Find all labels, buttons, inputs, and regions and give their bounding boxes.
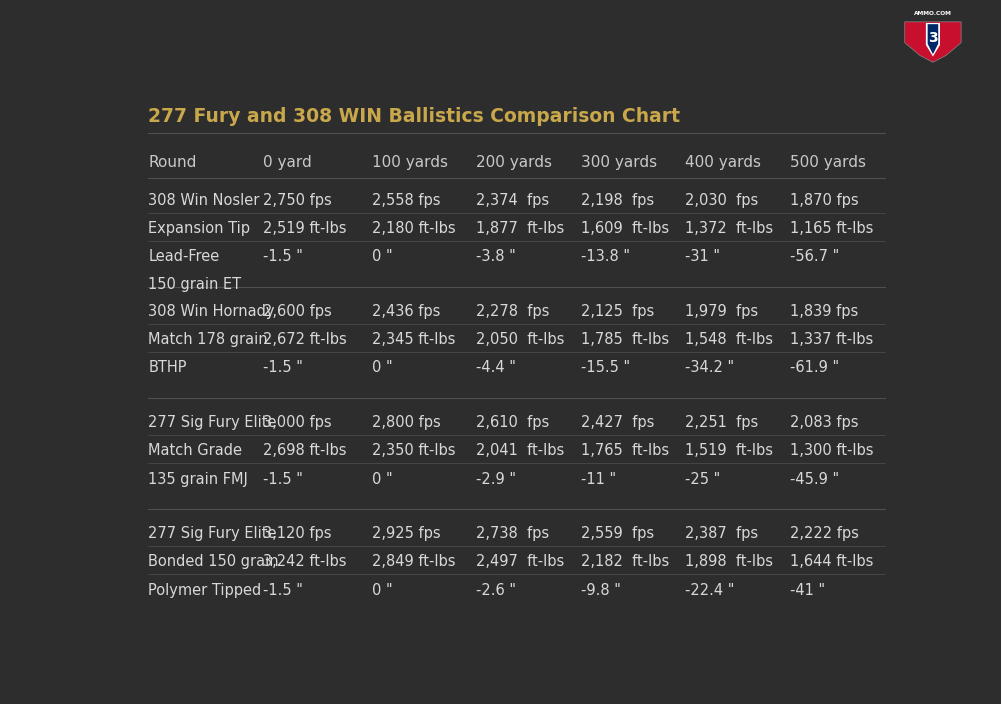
- Text: 2,698 ft-lbs: 2,698 ft-lbs: [263, 444, 346, 458]
- Text: 1,548  ft-lbs: 1,548 ft-lbs: [686, 332, 773, 347]
- Text: 2,374  fps: 2,374 fps: [475, 193, 549, 208]
- Text: 300 yards: 300 yards: [581, 155, 657, 170]
- Text: Expansion Tip: Expansion Tip: [148, 221, 250, 236]
- Text: Round: Round: [148, 155, 197, 170]
- Text: 1,839 fps: 1,839 fps: [790, 304, 858, 319]
- Text: 1,785  ft-lbs: 1,785 ft-lbs: [581, 332, 669, 347]
- Text: -25 ": -25 ": [686, 472, 721, 486]
- Text: 2,849 ft-lbs: 2,849 ft-lbs: [371, 555, 455, 570]
- Text: 2,345 ft-lbs: 2,345 ft-lbs: [371, 332, 455, 347]
- Text: 1,519  ft-lbs: 1,519 ft-lbs: [686, 444, 773, 458]
- Text: 2,559  fps: 2,559 fps: [581, 527, 654, 541]
- Text: 2,519 ft-lbs: 2,519 ft-lbs: [263, 221, 346, 236]
- Text: 3,120 fps: 3,120 fps: [263, 527, 331, 541]
- Text: 2,180 ft-lbs: 2,180 ft-lbs: [371, 221, 455, 236]
- Text: 3: 3: [928, 31, 938, 45]
- Text: 1,300 ft-lbs: 1,300 ft-lbs: [790, 444, 874, 458]
- Text: Match Grade: Match Grade: [148, 444, 242, 458]
- Text: 2,925 fps: 2,925 fps: [371, 527, 440, 541]
- Text: 200 yards: 200 yards: [475, 155, 552, 170]
- Text: 3,000 fps: 3,000 fps: [263, 415, 332, 430]
- Text: Match 178 grain: Match 178 grain: [148, 332, 268, 347]
- Text: -56.7 ": -56.7 ": [790, 249, 839, 264]
- Text: -11 ": -11 ": [581, 472, 616, 486]
- Text: 135 grain FMJ: 135 grain FMJ: [148, 472, 248, 486]
- Text: 0 ": 0 ": [371, 360, 392, 375]
- Text: 1,979  fps: 1,979 fps: [686, 304, 759, 319]
- Text: 2,558 fps: 2,558 fps: [371, 193, 440, 208]
- Text: 0 ": 0 ": [371, 249, 392, 264]
- Text: 1,870 fps: 1,870 fps: [790, 193, 859, 208]
- Text: 1,609  ft-lbs: 1,609 ft-lbs: [581, 221, 669, 236]
- Text: 277 Sig Fury Elite: 277 Sig Fury Elite: [148, 415, 277, 430]
- Text: -22.4 ": -22.4 ": [686, 583, 735, 598]
- Text: 1,337 ft-lbs: 1,337 ft-lbs: [790, 332, 873, 347]
- Text: -2.9 ": -2.9 ": [475, 472, 516, 486]
- Text: -31 ": -31 ": [686, 249, 721, 264]
- Text: -1.5 ": -1.5 ": [263, 249, 303, 264]
- Text: -4.4 ": -4.4 ": [475, 360, 516, 375]
- Text: 1,898  ft-lbs: 1,898 ft-lbs: [686, 555, 773, 570]
- Text: -9.8 ": -9.8 ": [581, 583, 621, 598]
- Polygon shape: [926, 23, 940, 56]
- Text: -61.9 ": -61.9 ": [790, 360, 839, 375]
- Text: 3,242 ft-lbs: 3,242 ft-lbs: [263, 555, 346, 570]
- Text: 2,125  fps: 2,125 fps: [581, 304, 654, 319]
- Text: 2,750 fps: 2,750 fps: [263, 193, 332, 208]
- Text: -34.2 ": -34.2 ": [686, 360, 735, 375]
- Polygon shape: [928, 24, 938, 54]
- Text: BTHP: BTHP: [148, 360, 187, 375]
- Text: 2,083 fps: 2,083 fps: [790, 415, 859, 430]
- Text: -41 ": -41 ": [790, 583, 825, 598]
- Text: 2,610  fps: 2,610 fps: [475, 415, 549, 430]
- Text: 1,165 ft-lbs: 1,165 ft-lbs: [790, 221, 873, 236]
- Text: -1.5 ": -1.5 ": [263, 583, 303, 598]
- Text: -2.6 ": -2.6 ": [475, 583, 516, 598]
- Text: 2,050  ft-lbs: 2,050 ft-lbs: [475, 332, 565, 347]
- Text: -15.5 ": -15.5 ": [581, 360, 630, 375]
- Text: Lead-Free: Lead-Free: [148, 249, 219, 264]
- Text: 150 grain ET: 150 grain ET: [148, 277, 241, 292]
- Text: -13.8 ": -13.8 ": [581, 249, 630, 264]
- Text: 277 Fury and 308 WIN Ballistics Comparison Chart: 277 Fury and 308 WIN Ballistics Comparis…: [148, 107, 681, 126]
- Text: 308 Win Nosler: 308 Win Nosler: [148, 193, 260, 208]
- Text: 2,672 ft-lbs: 2,672 ft-lbs: [263, 332, 347, 347]
- Text: 2,427  fps: 2,427 fps: [581, 415, 654, 430]
- Text: 1,765  ft-lbs: 1,765 ft-lbs: [581, 444, 669, 458]
- Text: 1,372  ft-lbs: 1,372 ft-lbs: [686, 221, 774, 236]
- Text: 100 yards: 100 yards: [371, 155, 447, 170]
- Text: 2,222 fps: 2,222 fps: [790, 527, 859, 541]
- Text: 2,030  fps: 2,030 fps: [686, 193, 759, 208]
- Text: -1.5 ": -1.5 ": [263, 472, 303, 486]
- Text: 0 ": 0 ": [371, 583, 392, 598]
- Text: 2,436 fps: 2,436 fps: [371, 304, 440, 319]
- Text: 2,251  fps: 2,251 fps: [686, 415, 759, 430]
- Text: Bonded 150 grain: Bonded 150 grain: [148, 555, 279, 570]
- Text: AMMO.COM: AMMO.COM: [914, 11, 952, 16]
- Polygon shape: [905, 22, 961, 62]
- Text: 2,278  fps: 2,278 fps: [475, 304, 550, 319]
- Text: 1,644 ft-lbs: 1,644 ft-lbs: [790, 555, 873, 570]
- Text: 2,497  ft-lbs: 2,497 ft-lbs: [475, 555, 564, 570]
- Text: 308 Win Hornady: 308 Win Hornady: [148, 304, 275, 319]
- Text: -3.8 ": -3.8 ": [475, 249, 516, 264]
- Text: 400 yards: 400 yards: [686, 155, 761, 170]
- Text: -1.5 ": -1.5 ": [263, 360, 303, 375]
- Text: 2,600 fps: 2,600 fps: [263, 304, 332, 319]
- Text: 2,198  fps: 2,198 fps: [581, 193, 654, 208]
- Text: 2,182  ft-lbs: 2,182 ft-lbs: [581, 555, 669, 570]
- Text: 277 Sig Fury Elite: 277 Sig Fury Elite: [148, 527, 277, 541]
- Text: -45.9 ": -45.9 ": [790, 472, 839, 486]
- Text: 2,738  fps: 2,738 fps: [475, 527, 549, 541]
- Text: 0 yard: 0 yard: [263, 155, 312, 170]
- Text: 1,877  ft-lbs: 1,877 ft-lbs: [475, 221, 564, 236]
- Text: 500 yards: 500 yards: [790, 155, 866, 170]
- Text: 2,041  ft-lbs: 2,041 ft-lbs: [475, 444, 564, 458]
- Text: 2,800 fps: 2,800 fps: [371, 415, 440, 430]
- Text: 0 ": 0 ": [371, 472, 392, 486]
- Text: Polymer Tipped: Polymer Tipped: [148, 583, 261, 598]
- Text: 2,387  fps: 2,387 fps: [686, 527, 759, 541]
- Text: 2,350 ft-lbs: 2,350 ft-lbs: [371, 444, 455, 458]
